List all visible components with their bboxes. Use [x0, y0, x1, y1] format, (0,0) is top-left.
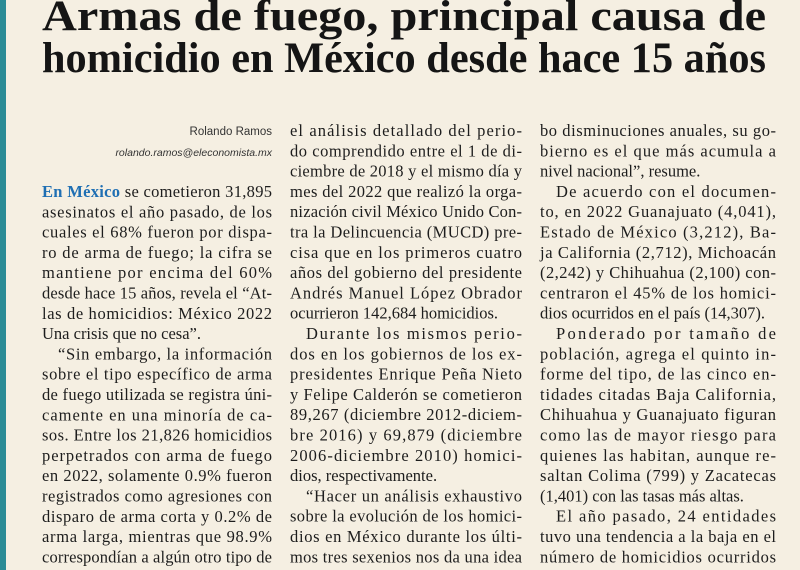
body-line: desde hace 15 años, revela el “At- [42, 284, 272, 303]
body-line: Estado de México (3,212), Ba- [540, 223, 776, 242]
body-line: ja California (2,712), Michoacán [539, 243, 776, 262]
body-line: Una crisis que no cesa”. [42, 324, 201, 343]
body-line: sobre el tipo específico de arma [42, 365, 273, 384]
headline: homicidio en México desde hace 15 años [42, 35, 766, 82]
body-line: El año pasado, 24 entidades [556, 507, 776, 526]
body-line: tuvo una tendencia a la baja en el [540, 527, 776, 546]
email: rolando.ramos@eleconomista.mx [115, 147, 272, 159]
body-line: presidentes Enrique Peña Nieto [290, 365, 522, 384]
body-line: saltan Colima (799) y Zacatecas [540, 466, 776, 485]
body-line: En México se cometieron 31,895 [42, 182, 272, 201]
body-line: (1,401) con las tasas más altas. [540, 486, 744, 505]
body-line: mos tres sexenios nos da una idea [290, 547, 523, 566]
body-line: to, en 2022 Guanajuato (4,041), [540, 202, 776, 221]
body-line: perpetrados con arma de fuego [42, 446, 272, 465]
body-line: disparo de arma corta y 0.2% de [42, 507, 272, 526]
body-line: el análisis detallado del perio- [290, 121, 522, 140]
body-line: mantiene por encima del 60% [42, 263, 272, 282]
body-line: tidades citadas Baja California, [540, 385, 776, 404]
body-line: dios ocurridos en el país (14,307). [540, 304, 765, 323]
body-line: Durante los mismos perio- [306, 324, 522, 343]
body-line: do comprendido entre el 1 de di- [290, 141, 522, 160]
body-line: de fuego utilizada se registra úni- [42, 385, 272, 404]
body-line: quienes las habitan, aunque re- [540, 446, 776, 465]
body-line: bo disminuciones anuales, su go- [540, 121, 776, 140]
body-line: arma larga, mientras que 98.9% [42, 527, 272, 546]
accent-bar [0, 0, 6, 570]
body-line: ro de arma de fuego; la cifra se [42, 243, 272, 262]
body-line: Ponderado por tamaño de [556, 324, 776, 343]
body-line: y Felipe Calderón se cometieron [290, 385, 522, 404]
author: Rolando Ramos [190, 126, 273, 138]
body-line: mes del 2022 que realizó la orga- [290, 182, 522, 201]
body-line: correspondían a algún otro tipo de [42, 547, 272, 566]
body-line: Andrés Manuel López Obrador [290, 283, 523, 302]
body-line: “Sin embargo, la información [58, 344, 272, 363]
body-line: número de homicidios ocurridos [540, 547, 776, 566]
body-line: nivel nacional”, resume. [540, 162, 700, 181]
body-line: sos. Entre los 21,826 homicidios [42, 426, 272, 445]
lead: En México [42, 182, 120, 201]
body-line: centraron el 45% de los homici- [540, 283, 776, 302]
body-line: nización civil México Unido Con- [290, 202, 522, 221]
body-line: registrados como agresiones con [42, 487, 272, 506]
body-text: se cometieron 31,895 [120, 182, 272, 201]
body-line: Chihuahua y Guanajuato figuran [540, 405, 776, 424]
body-line: 89,267 (diciembre 2012-diciem- [290, 405, 522, 424]
body-line: dios, respectivamente. [290, 466, 437, 485]
body-line: años del gobierno del presidente [290, 263, 522, 282]
body-line: como las de mayor riesgo para [540, 426, 777, 445]
body-line: “Hacer un análisis exhaustivo [306, 486, 522, 505]
body-line: en 2022, solamente 0.9% fueron [42, 466, 272, 485]
body-line: camente en una minoría de ca- [42, 405, 272, 424]
body-line: bre 2016) y 69,879 (diciembre [290, 426, 522, 445]
body-line: dos en los gobiernos de los ex- [290, 344, 522, 363]
body-line: dios en México durante los últi- [290, 527, 522, 546]
body-line: tra la Delincuencia (MUCD) pre- [290, 223, 522, 242]
body-line: bierno es el que más acumula a [540, 141, 777, 160]
body-line: asesinatos el año pasado, de los [42, 202, 272, 221]
body-line: 2006-diciembre 2010) homici- [290, 446, 522, 465]
body-line: sobre la evolución de los homici- [290, 507, 522, 526]
body-line: cisa que en los primeros cuatro [290, 243, 522, 262]
body-line: las de homicidios: México 2022 [42, 304, 272, 323]
headline: Armas de fuego, principal causa de [42, 0, 766, 40]
body-line: (2,242) y Chihuahua (2,100) con- [540, 263, 776, 282]
body-line: cuales el 68% fueron por dispa- [42, 223, 272, 242]
body-line: forme del tipo, de las cinco en- [540, 365, 776, 384]
body-line: población, agrega el quinto in- [540, 344, 776, 363]
body-line: ocurrieron 142,684 homicidios. [290, 304, 498, 323]
body-line: ciembre de 2018 y el mismo día y [290, 162, 523, 181]
